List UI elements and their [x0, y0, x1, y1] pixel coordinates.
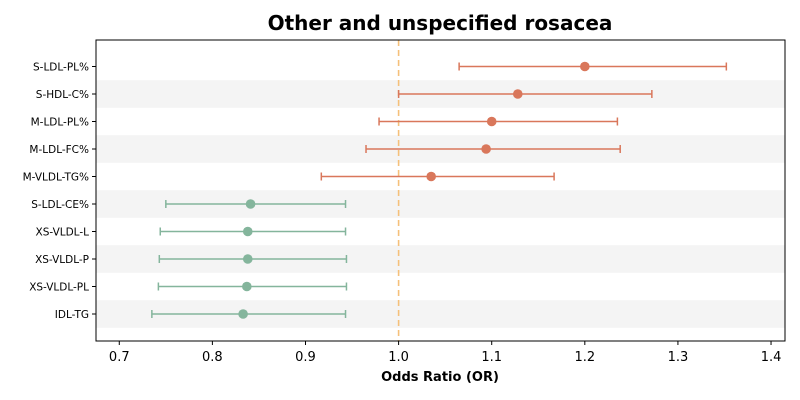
- x-tick-label: 1.0: [388, 350, 409, 365]
- plot-frame: [95, 39, 786, 342]
- or-point: [242, 254, 253, 264]
- y-tick-label: S-LDL-CE%: [31, 199, 89, 211]
- y-tick-label: XS-VLDL-L: [36, 227, 90, 239]
- y-tick-label: M-VLDL-TG%: [23, 172, 89, 184]
- or-point: [238, 309, 248, 319]
- or-point: [481, 144, 491, 154]
- y-tick-label: M-LDL-PL%: [31, 117, 89, 129]
- x-axis-label: Odds Ratio (OR): [381, 370, 499, 385]
- or-point: [245, 199, 256, 209]
- x-tick-label: 0.9: [295, 350, 316, 365]
- or-point: [242, 281, 252, 292]
- error-bars: [151, 62, 728, 318]
- y-tick-label: S-LDL-PL%: [33, 62, 89, 74]
- y-tick-label: IDL-TG: [55, 309, 89, 321]
- or-point: [242, 226, 253, 237]
- x-tick-label: 1.2: [574, 350, 595, 365]
- x-tick-label: 1.3: [668, 350, 689, 365]
- chart-title: Other and unspecified rosacea: [268, 11, 613, 35]
- point-estimates: [238, 61, 590, 319]
- y-tick-label: S-HDL-C%: [36, 89, 89, 101]
- x-tick-label: 1.1: [481, 350, 502, 365]
- y-axis: S-LDL-PL% S-HDL-C% M-LDL-PL% M-LDL-FC% M-VLD…: [23, 62, 96, 321]
- or-point: [512, 89, 523, 99]
- y-tick-label: XS-VLDL-PL: [29, 282, 89, 294]
- y-tick-label: XS-VLDL-P: [35, 254, 89, 266]
- x-axis: 0.7 0.8 0.9 1.0 1.1 1.2 1.3 1.4: [109, 341, 781, 365]
- x-tick-label: 1.4: [761, 350, 782, 365]
- y-tick-label: M-LDL-FC%: [29, 144, 89, 156]
- x-tick-label: 0.8: [202, 350, 223, 365]
- x-tick-label: 0.7: [109, 350, 130, 365]
- or-point: [426, 171, 436, 182]
- or-point: [486, 116, 497, 127]
- or-point: [580, 61, 590, 72]
